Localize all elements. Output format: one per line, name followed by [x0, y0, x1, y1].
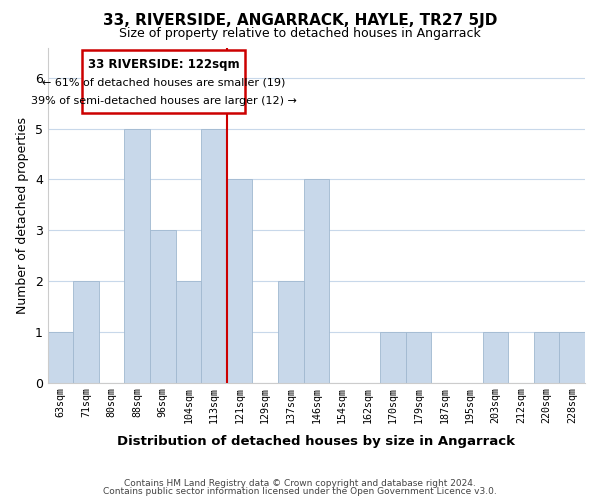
Bar [227, 180, 253, 382]
Bar [201, 128, 227, 382]
Bar [380, 332, 406, 382]
Text: ← 61% of detached houses are smaller (19): ← 61% of detached houses are smaller (19… [42, 77, 285, 87]
Text: 33 RIVERSIDE: 122sqm: 33 RIVERSIDE: 122sqm [88, 58, 239, 71]
Bar [124, 128, 150, 382]
FancyBboxPatch shape [82, 50, 245, 114]
Bar [176, 281, 201, 382]
Text: Contains public sector information licensed under the Open Government Licence v3: Contains public sector information licen… [103, 487, 497, 496]
Bar [150, 230, 176, 382]
Bar [278, 281, 304, 382]
X-axis label: Distribution of detached houses by size in Angarrack: Distribution of detached houses by size … [118, 434, 515, 448]
Text: 33, RIVERSIDE, ANGARRACK, HAYLE, TR27 5JD: 33, RIVERSIDE, ANGARRACK, HAYLE, TR27 5J… [103, 12, 497, 28]
Bar [304, 180, 329, 382]
Bar [48, 332, 73, 382]
Text: Contains HM Land Registry data © Crown copyright and database right 2024.: Contains HM Land Registry data © Crown c… [124, 478, 476, 488]
Text: 39% of semi-detached houses are larger (12) →: 39% of semi-detached houses are larger (… [31, 96, 296, 106]
Y-axis label: Number of detached properties: Number of detached properties [16, 116, 29, 314]
Bar [534, 332, 559, 382]
Text: Size of property relative to detached houses in Angarrack: Size of property relative to detached ho… [119, 28, 481, 40]
Bar [559, 332, 585, 382]
Bar [482, 332, 508, 382]
Bar [73, 281, 99, 382]
Bar [406, 332, 431, 382]
